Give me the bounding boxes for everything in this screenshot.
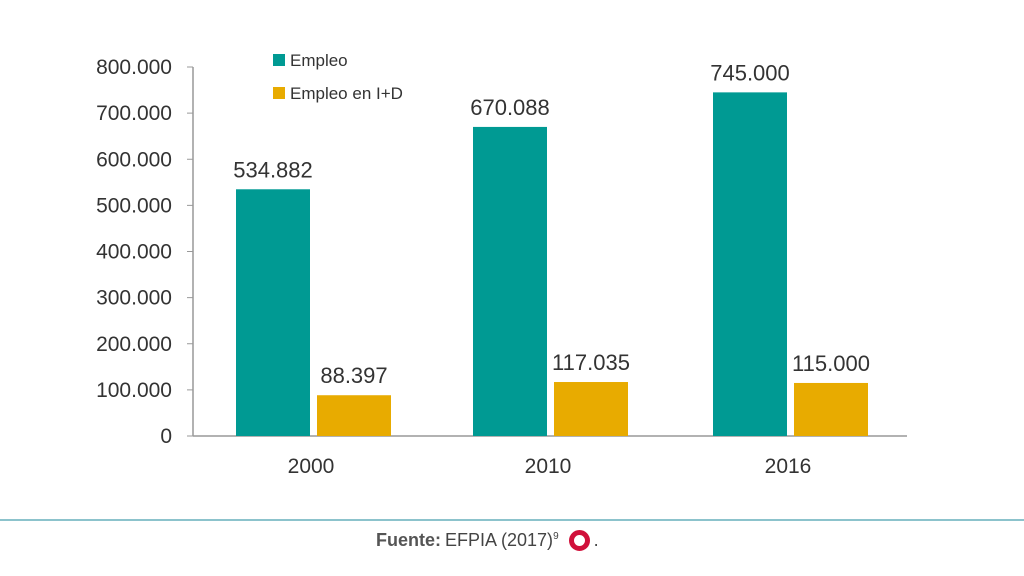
bar-empleo-id-2000 — [317, 395, 391, 436]
legend-swatch — [273, 87, 285, 99]
y-tick-label: 500.000 — [96, 194, 172, 217]
y-tick-label: 0 — [160, 425, 172, 448]
bar-chart: 0 100.000 200.000 300.000 400.000 500.000 600.… — [96, 51, 907, 478]
data-label: 88.397 — [320, 363, 387, 388]
legend-label: Empleo en I+D — [290, 84, 403, 103]
data-label: 117.035 — [552, 350, 630, 375]
y-tick-label: 200.000 — [96, 333, 172, 356]
source-trail: . — [593, 530, 599, 550]
data-label: 745.000 — [710, 60, 790, 85]
y-tick-label: 100.000 — [96, 379, 172, 402]
red-ring-icon — [568, 530, 590, 551]
source-text: EFPIA (2017) — [445, 530, 554, 550]
legend-swatch — [273, 54, 285, 66]
source-label: Fuente: — [376, 530, 441, 550]
data-label: 534.882 — [233, 157, 313, 182]
bar-empleo-2010 — [473, 126, 547, 437]
bar-empleo-2016 — [713, 92, 787, 437]
x-tick-label: 2010 — [525, 455, 572, 478]
y-tick-label: 700.000 — [96, 102, 172, 125]
y-tick-label: 300.000 — [96, 287, 172, 310]
footnote-ref[interactable]: 9 — [553, 531, 559, 542]
source-note: Fuente: EFPIA (2017)9 . — [376, 530, 599, 551]
bar-empleo-id-2016 — [794, 382, 868, 436]
x-tick-label: 2000 — [288, 455, 335, 478]
divider — [0, 519, 1024, 521]
y-tick-label: 400.000 — [96, 241, 172, 264]
bar-empleo-id-2010 — [554, 382, 628, 436]
legend-label: Empleo — [290, 51, 348, 70]
bar-empleo-2000 — [236, 189, 310, 436]
data-label: 670.088 — [470, 95, 550, 120]
data-label: 115.000 — [792, 351, 870, 376]
x-tick-label: 2016 — [765, 455, 812, 478]
y-tick-label: 800.000 — [96, 56, 172, 79]
y-tick-label: 600.000 — [96, 148, 172, 171]
